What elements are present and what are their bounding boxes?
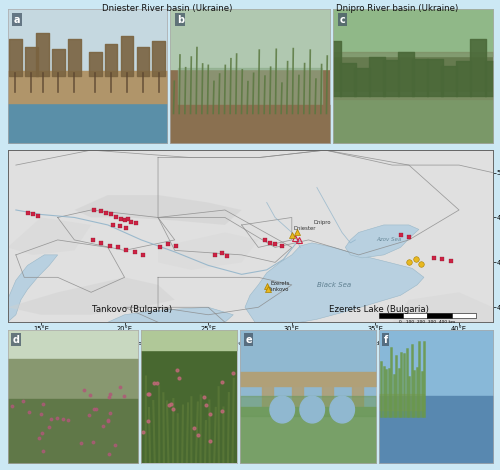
Text: Dniester River basin (Ukraine): Dniester River basin (Ukraine) <box>102 4 232 13</box>
Text: Dnipro: Dnipro <box>314 220 331 225</box>
Text: d: d <box>12 335 20 345</box>
Ellipse shape <box>270 396 294 423</box>
Polygon shape <box>8 277 174 315</box>
Text: 0   100  200  300  400 km: 0 100 200 300 400 km <box>399 320 456 324</box>
Polygon shape <box>158 233 258 270</box>
Polygon shape <box>8 150 492 322</box>
Polygon shape <box>108 307 234 322</box>
Ellipse shape <box>330 396 354 423</box>
Polygon shape <box>8 255 58 322</box>
Polygon shape <box>8 218 91 255</box>
Polygon shape <box>74 195 241 225</box>
Text: b: b <box>176 15 184 25</box>
Text: Dnipro River basin (Ukraine): Dnipro River basin (Ukraine) <box>336 4 458 13</box>
Legend: $\it{Niphargus}$ $\it{hrabei}$, $\it{Niphargus}$ $\it{potamophilus}$, this study: $\it{Niphargus}$ $\it{hrabei}$, $\it{Nip… <box>118 339 382 348</box>
Text: Ezerets: Ezerets <box>270 281 289 286</box>
Text: c: c <box>340 15 345 25</box>
Text: Azov Sea: Azov Sea <box>376 237 402 243</box>
Text: Black Sea: Black Sea <box>316 282 350 288</box>
Text: f: f <box>384 335 388 345</box>
Text: Ezerets Lake (Bulgaria): Ezerets Lake (Bulgaria) <box>329 305 429 314</box>
Text: e: e <box>246 335 252 345</box>
Text: Dniester: Dniester <box>294 226 316 231</box>
Ellipse shape <box>300 396 324 423</box>
Text: Tankovo (Bulgaria): Tankovo (Bulgaria) <box>92 305 172 314</box>
Text: Tankovo: Tankovo <box>268 287 290 292</box>
Polygon shape <box>346 225 419 258</box>
Text: a: a <box>14 15 20 25</box>
Polygon shape <box>245 243 424 322</box>
Polygon shape <box>392 292 492 322</box>
